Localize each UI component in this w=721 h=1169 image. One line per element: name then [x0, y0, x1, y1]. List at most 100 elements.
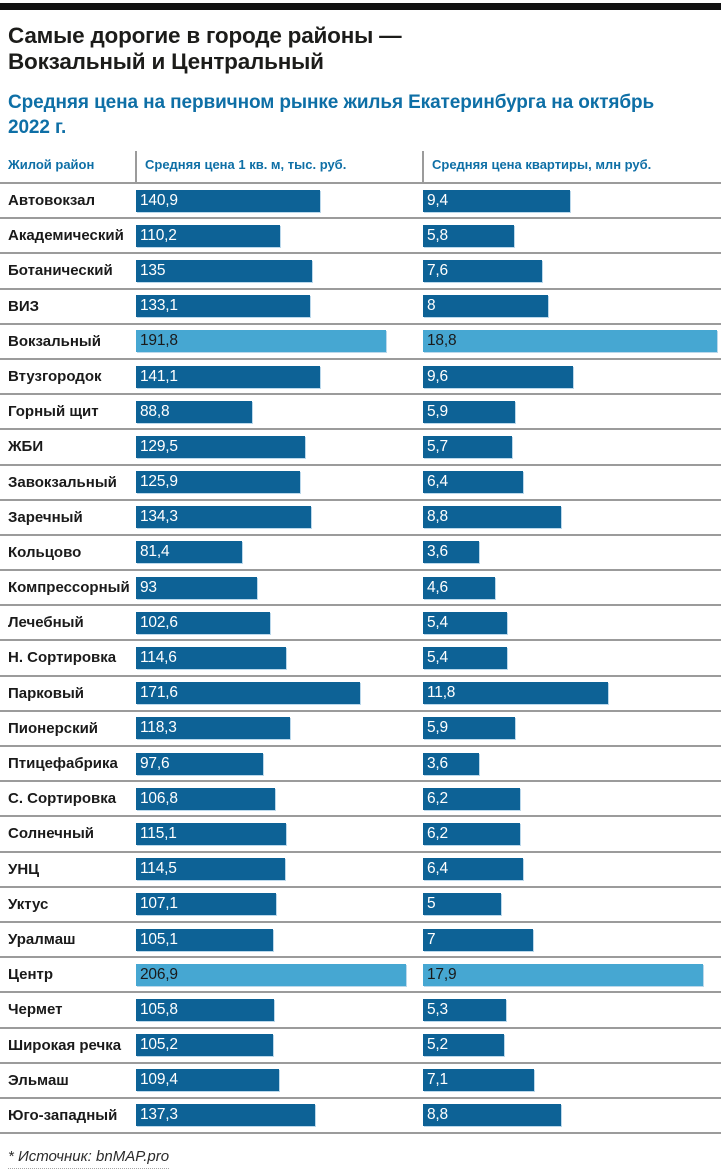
price-per-sqm-bar: 102,6: [136, 611, 270, 634]
price-per-sqm-value: 114,5: [140, 860, 177, 878]
price-per-flat-value: 9,4: [427, 191, 448, 209]
price-per-sqm-value: 105,2: [140, 1036, 178, 1054]
district-label: Уралмаш: [8, 930, 76, 948]
price-per-flat-value: 8: [427, 297, 436, 315]
price-per-flat-value: 6,4: [427, 860, 448, 878]
table-row: Ботанический 135 7,6: [0, 254, 721, 290]
column-header-district: Жилой район: [8, 157, 95, 172]
table-row: Втузгородок 141,1 9,6: [0, 360, 721, 396]
price-per-flat-value: 5,4: [427, 613, 448, 631]
price-per-sqm-value: 118,3: [140, 719, 177, 737]
price-per-sqm-bar: 140,9: [136, 189, 320, 212]
table-row: Уралмаш 105,1 7: [0, 923, 721, 959]
district-label: Компрессорный: [8, 579, 130, 597]
price-per-flat-value: 4,6: [427, 578, 448, 596]
column-header-price-per-sqm: Средняя цена 1 кв. м, тыс. руб.: [145, 157, 347, 172]
price-per-flat-bar: 8,8: [423, 1104, 561, 1127]
price-per-sqm-value: 206,9: [140, 965, 178, 983]
price-per-sqm-bar: 133,1: [136, 295, 310, 318]
price-per-flat-bar: 5,9: [423, 400, 516, 423]
price-per-flat-value: 5,7: [427, 437, 448, 455]
price-per-sqm-bar: 105,2: [136, 1034, 274, 1057]
table-row: Солнечный 115,1 6,2: [0, 817, 721, 853]
price-per-sqm-bar: 105,1: [136, 928, 274, 951]
price-per-sqm-bar: 137,3: [136, 1104, 316, 1127]
district-label: Заречный: [8, 508, 83, 526]
price-per-flat-value: 6,4: [427, 473, 448, 491]
price-per-sqm-value: 140,9: [140, 191, 178, 209]
district-label: Н. Сортировка: [8, 649, 117, 667]
price-per-sqm-value: 107,1: [140, 895, 178, 913]
price-per-flat-bar: 6,2: [423, 822, 520, 845]
table-row: Заречный 134,3 8,8: [0, 501, 721, 536]
price-per-flat-value: 5,2: [427, 1036, 448, 1054]
table-row: Юго-западный 137,3 8,8: [0, 1099, 721, 1135]
table-row: Вокзальный 191,8 18,8: [0, 325, 721, 360]
district-label: Завокзальный: [8, 473, 117, 491]
district-label: Эльмаш: [8, 1071, 69, 1089]
table-row: Компрессорный 93 4,6: [0, 571, 721, 607]
table-row: Пионерский 118,3 5,9: [0, 712, 721, 747]
table-row: Уктус 107,1 5: [0, 888, 721, 923]
table-row: УНЦ 114,5 6,4: [0, 853, 721, 888]
district-label: УНЦ: [8, 860, 40, 878]
price-per-flat-value: 7,1: [427, 1071, 448, 1089]
district-label: Горный щит: [8, 403, 99, 421]
price-per-flat-value: 6,2: [427, 824, 448, 842]
page-title-line1: Самые дорогие в городе районы —: [8, 23, 402, 48]
price-per-sqm-value: 93: [140, 578, 157, 596]
table-row: Центр 206,9 17,9: [0, 958, 721, 994]
price-per-sqm-value: 81,4: [140, 543, 170, 561]
price-per-flat-bar: 6,2: [423, 787, 520, 810]
district-label: Вокзальный: [8, 332, 101, 350]
price-per-flat-value: 5,8: [427, 226, 448, 244]
district-label: Юго-западный: [8, 1106, 118, 1124]
district-label: Автовокзал: [8, 192, 95, 209]
top-accent-bar: [0, 3, 721, 10]
price-per-flat-value: 5,9: [427, 719, 448, 737]
table-row: Лечебный 102,6 5,4: [0, 606, 721, 642]
price-per-flat-value: 18,8: [427, 332, 457, 350]
price-per-flat-bar: 9,6: [423, 365, 574, 388]
district-label: Лечебный: [8, 614, 84, 632]
price-per-sqm-value: 141,1: [140, 367, 178, 385]
district-label: Втузгородок: [8, 367, 102, 385]
price-per-sqm-value: 115,1: [140, 824, 177, 842]
price-per-sqm-value: 105,1: [140, 930, 178, 948]
price-per-flat-bar: 8: [423, 295, 549, 318]
price-per-sqm-bar: 125,9: [136, 471, 301, 494]
table-row: С. Сортировка 106,8 6,2: [0, 782, 721, 818]
price-per-sqm-bar: 105,8: [136, 998, 275, 1021]
column-header-price-per-flat: Средняя цена квартиры, млн руб.: [432, 157, 652, 172]
table-header: Жилой район Средняя цена 1 кв. м, тыс. р…: [0, 151, 721, 184]
table-row: Эльмаш 109,4 7,1: [0, 1064, 721, 1099]
price-per-flat-value: 3,6: [427, 543, 448, 561]
price-per-flat-value: 5,9: [427, 402, 448, 420]
price-per-flat-bar: 4,6: [423, 576, 495, 599]
price-per-flat-bar: 5,2: [423, 1034, 505, 1057]
column-divider: [135, 151, 137, 182]
price-per-flat-bar: 17,9: [423, 963, 703, 986]
price-per-flat-value: 7: [427, 930, 436, 948]
price-per-sqm-bar: 141,1: [136, 365, 321, 388]
table-row: Н. Сортировка 114,6 5,4: [0, 641, 721, 677]
column-divider: [422, 151, 424, 182]
page-title: Самые дорогие в городе районы — Вокзальны…: [8, 23, 713, 75]
price-per-flat-value: 6,2: [427, 789, 448, 807]
price-per-sqm-bar: 191,8: [136, 330, 387, 353]
price-per-flat-bar: 3,6: [423, 752, 480, 775]
price-per-flat-value: 7,6: [427, 261, 448, 279]
table-row: Птицефабрика 97,6 3,6: [0, 747, 721, 783]
table-row: Завокзальный 125,9 6,4: [0, 466, 721, 501]
district-label: Пионерский: [8, 719, 99, 737]
district-label: Широкая речка: [8, 1036, 122, 1054]
price-per-flat-value: 5,3: [427, 1000, 448, 1018]
price-per-flat-bar: 5,9: [423, 717, 516, 740]
price-per-flat-bar: 11,8: [423, 682, 608, 705]
price-per-sqm-bar: 97,6: [136, 752, 264, 775]
table-row: Кольцово 81,4 3,6: [0, 536, 721, 572]
price-per-flat-bar: 8,8: [423, 506, 561, 529]
price-per-sqm-bar: 114,6: [136, 647, 286, 670]
table-row: ВИЗ 133,1 8: [0, 290, 721, 325]
